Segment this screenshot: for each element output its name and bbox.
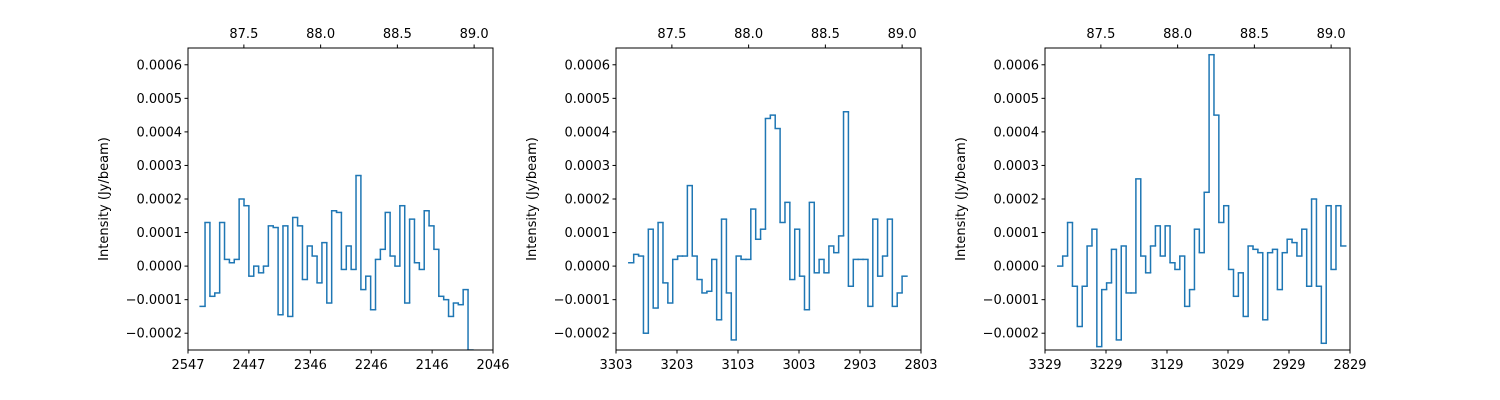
y-tick-label: 0.0003 [565,159,611,174]
y-tick-label: −0.0002 [554,327,610,342]
x-tick-label: 2146 [416,358,449,373]
y-axis-label: Intensity (Jy/beam) [954,137,969,261]
y-tick-label: 0.0000 [565,260,611,275]
x-tick-label: 3303 [599,358,632,373]
y-tick-label: −0.0001 [126,293,182,308]
trace [199,174,474,350]
x-tick-label: 2929 [1272,358,1305,373]
y-tick-label: −0.0001 [554,293,610,308]
axes-frame [615,47,922,351]
y-tick-label: 0.0002 [565,193,611,208]
x-tick-label: 3129 [1150,358,1183,373]
y-tick-label: 0.0003 [137,159,183,174]
x2-tick-label: 87.5 [1086,27,1115,42]
x2-tick-label: 89.0 [460,27,489,42]
x2-tick-label: 88.0 [306,27,335,42]
x2-tick-label: 88.5 [811,27,840,42]
x-tick-label: 2346 [294,358,327,373]
x-tick-label: 2046 [476,358,509,373]
y-tick-label: 0.0005 [137,92,183,107]
x-tick-label: 2246 [355,358,388,373]
trace [1057,53,1347,348]
x-tick-label: 3229 [1089,358,1122,373]
y-tick-label: 0.0006 [994,58,1040,73]
y-tick-label: 0.0001 [994,226,1040,241]
axes-frame [187,47,494,351]
trace [628,111,908,341]
y-axis-label: Intensity (Jy/beam) [525,137,540,261]
y-tick-label: 0.0005 [994,92,1040,107]
y-tick-label: 0.0000 [994,260,1040,275]
y-tick-label: 0.0001 [137,226,183,241]
y-tick-label: 0.0002 [994,193,1040,208]
y-tick-label: 0.0005 [565,92,611,107]
x-tick-label: 2803 [904,358,937,373]
y-tick-label: −0.0001 [983,293,1039,308]
y-tick-label: 0.0004 [994,125,1040,140]
x-tick-label: 3203 [660,358,693,373]
x-tick-label: 2829 [1333,358,1366,373]
x2-tick-label: 87.5 [657,27,686,42]
y-tick-label: 0.0001 [565,226,611,241]
x2-tick-label: 88.0 [734,27,763,42]
x2-tick-label: 88.5 [383,27,412,42]
x-tick-label: 3003 [782,358,815,373]
x2-tick-label: 88.5 [1240,27,1269,42]
x-tick-label: 3029 [1211,358,1244,373]
x2-tick-label: 88.0 [1163,27,1192,42]
y-axis-label: Intensity (Jy/beam) [97,137,112,261]
y-tick-label: 0.0004 [137,125,183,140]
y-tick-label: 0.0002 [137,193,183,208]
x-tick-label: 3329 [1028,358,1061,373]
x-tick-label: 2447 [232,358,265,373]
x2-tick-label: 89.0 [888,27,917,42]
y-tick-label: 0.0003 [994,159,1040,174]
x2-tick-label: 89.0 [1317,27,1346,42]
x2-tick-label: 87.5 [229,27,258,42]
y-tick-label: 0.0004 [565,125,611,140]
y-tick-label: 0.0006 [565,58,611,73]
axes-frame [1044,47,1351,351]
y-tick-label: 0.0006 [137,58,183,73]
y-tick-label: 0.0000 [137,260,183,275]
x-tick-label: 2903 [843,358,876,373]
y-tick-label: −0.0002 [126,327,182,342]
x-tick-label: 3103 [721,358,754,373]
y-tick-label: −0.0002 [983,327,1039,342]
x-tick-label: 2547 [171,358,204,373]
